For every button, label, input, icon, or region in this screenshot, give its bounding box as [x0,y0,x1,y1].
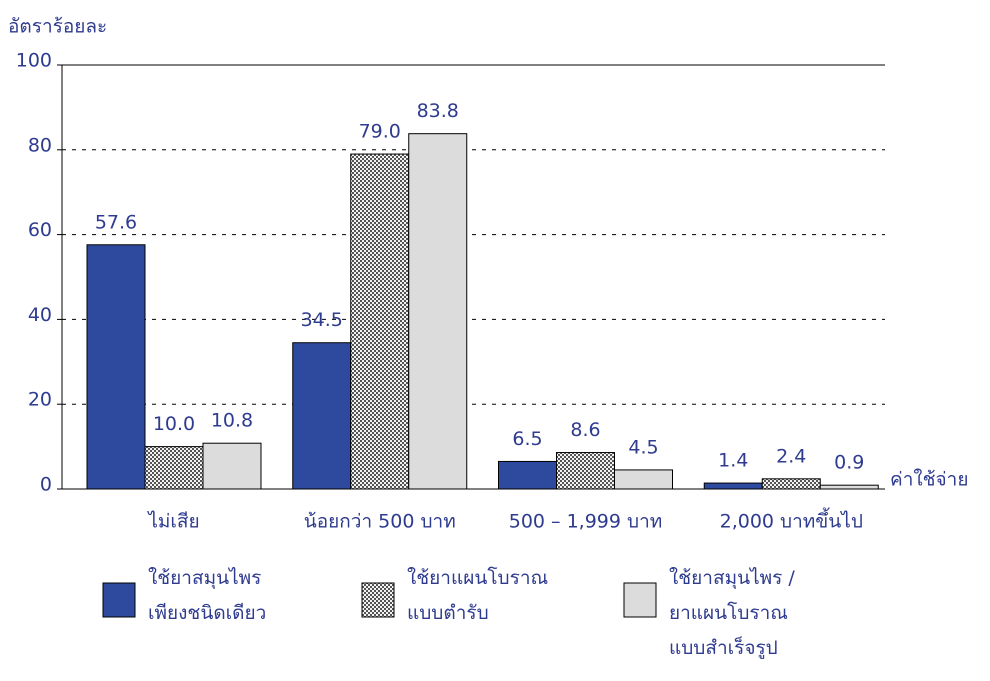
bar [86,244,146,490]
y-tick-label: 100 [16,50,52,72]
legend-swatch [102,582,136,618]
x-tick-label: ไม่เสีย [146,511,199,533]
value-label: 6.5 [512,428,542,450]
legend-label: ใช้ยาแผนโบราณแบบตำรับ [407,566,548,624]
value-label: 2.4 [776,445,806,467]
y-tick-label: 0 [40,474,52,496]
bar [498,460,557,490]
bar [556,452,615,490]
value-label: 57.6 [95,211,137,233]
x-tick-label: 2,000 บาทขึ้นไป [720,508,863,533]
value-label: 10.8 [211,410,253,432]
y-axis-title: อัตราร้อยละ [8,16,107,38]
bar [202,442,262,490]
value-label: 10.0 [153,413,195,435]
bar [703,482,763,490]
value-label: 8.6 [570,419,600,441]
value-label: 4.5 [628,436,658,458]
legend-label: ใช้ยาสมุนไพรเพียงชนิดเดียว [148,567,266,624]
legend-label: ใช้ยาสมุนไพร /ยาแผนโบราณแบบสำเร็จรูป [669,567,795,659]
value-label: 79.0 [359,121,401,143]
bar [761,478,821,490]
value-label: 34.5 [301,309,343,331]
x-axis-title: ค่าใช้จ่าย [890,469,969,491]
y-tick-label: 60 [28,219,52,241]
x-tick-label: น้อยกว่า 500 บาท [304,511,456,533]
legend-swatch [623,582,657,618]
bar [350,153,410,490]
value-label: 1.4 [718,450,748,472]
bar [144,446,204,490]
y-tick-label: 40 [28,304,52,326]
value-label: 0.9 [834,452,864,474]
x-tick-label: 500 – 1,999 บาท [509,511,663,533]
y-tick-label: 20 [28,389,52,411]
value-label: 83.8 [417,100,459,122]
bar [614,469,673,490]
bar [819,484,879,490]
bar [292,342,352,490]
y-tick-label: 80 [28,134,52,156]
legend-swatch [361,582,395,618]
bar [408,133,468,490]
